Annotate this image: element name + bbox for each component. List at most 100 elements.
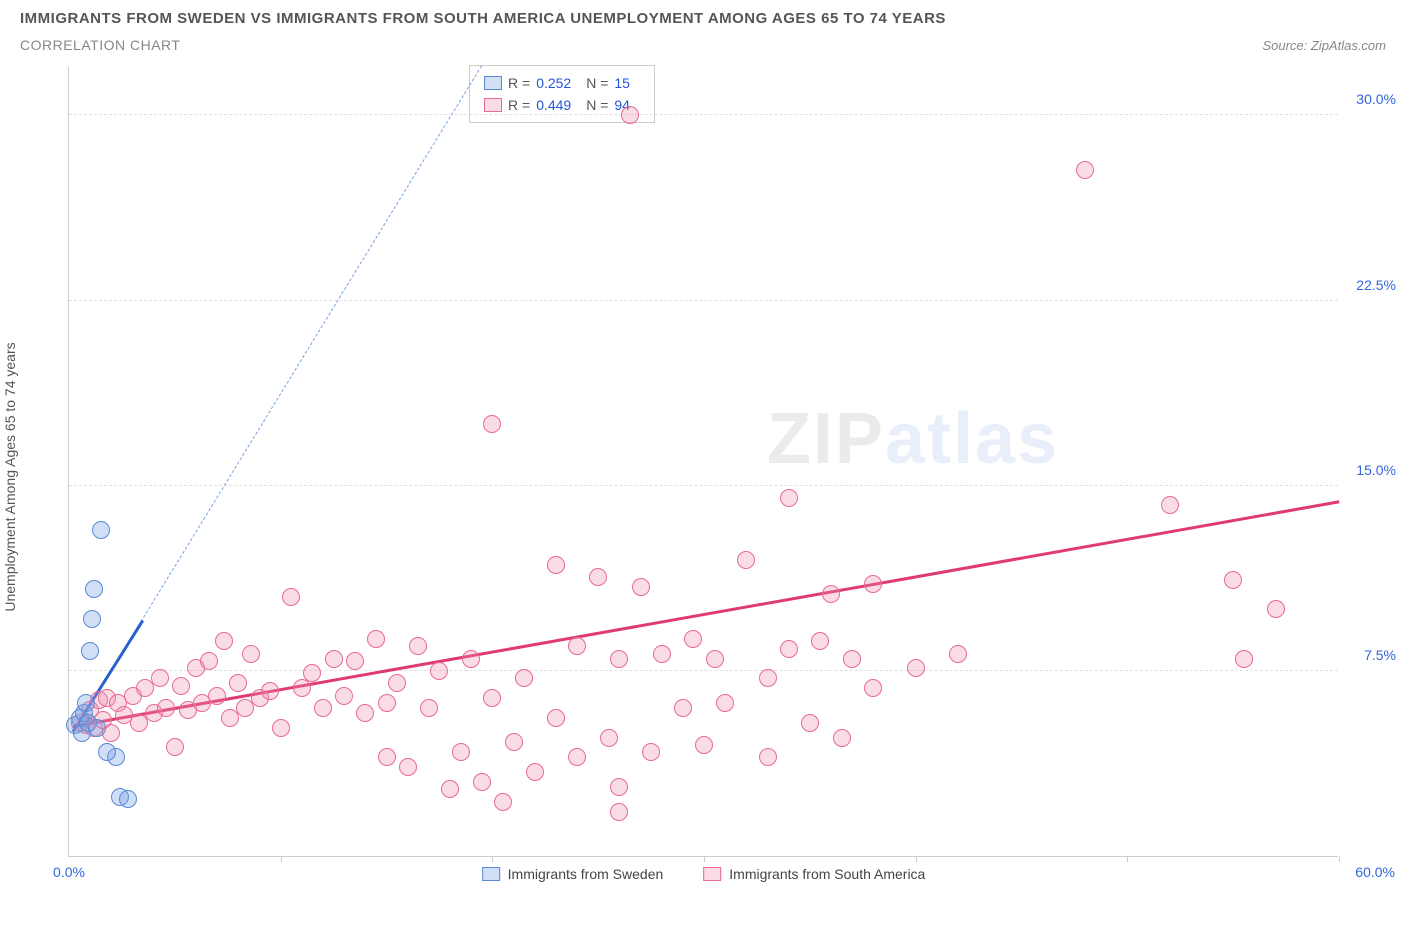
marker-south-america	[737, 551, 755, 569]
y-tick-label: 30.0%	[1356, 91, 1396, 107]
marker-south-america	[282, 588, 300, 606]
legend-label: Immigrants from Sweden	[508, 866, 664, 882]
marker-south-america	[1224, 571, 1242, 589]
y-tick-label: 15.0%	[1356, 462, 1396, 478]
marker-south-america	[864, 575, 882, 593]
y-axis-label: Unemployment Among Ages 65 to 74 years	[2, 342, 18, 611]
marker-south-america	[157, 699, 175, 717]
marker-south-america	[610, 803, 628, 821]
marker-sweden	[98, 743, 116, 761]
marker-south-america	[172, 677, 190, 695]
x-tick	[1127, 856, 1128, 862]
marker-south-america	[335, 687, 353, 705]
marker-south-america	[1267, 600, 1285, 618]
x-tick	[281, 856, 282, 862]
marker-south-america	[907, 659, 925, 677]
marker-sweden	[119, 790, 137, 808]
marker-south-america	[388, 674, 406, 692]
marker-south-america	[515, 669, 533, 687]
marker-south-america	[261, 682, 279, 700]
marker-south-america	[242, 645, 260, 663]
legend-item: Immigrants from South America	[703, 866, 925, 882]
marker-south-america	[610, 778, 628, 796]
marker-south-america	[632, 578, 650, 596]
marker-south-america	[325, 650, 343, 668]
marker-south-america	[653, 645, 671, 663]
marker-south-america	[452, 743, 470, 761]
marker-south-america	[526, 763, 544, 781]
marker-south-america	[441, 780, 459, 798]
marker-south-america	[378, 694, 396, 712]
gridline	[69, 485, 1338, 486]
legend-label: Immigrants from South America	[729, 866, 925, 882]
marker-south-america	[674, 699, 692, 717]
n-label: N =	[586, 94, 608, 116]
stats-legend-row: R =0.252N =15	[484, 72, 640, 94]
marker-south-america	[600, 729, 618, 747]
gridline	[69, 670, 1338, 671]
marker-south-america	[621, 106, 639, 124]
series-legend: Immigrants from Sweden Immigrants from So…	[482, 866, 926, 882]
marker-south-america	[356, 704, 374, 722]
legend-swatch	[484, 76, 502, 90]
chart-subtitle: CORRELATION CHART	[20, 37, 180, 53]
y-tick-label: 22.5%	[1356, 277, 1396, 293]
x-tick-label: 0.0%	[53, 864, 85, 880]
x-tick	[1339, 856, 1340, 862]
n-value: 15	[614, 72, 640, 94]
marker-south-america	[1076, 161, 1094, 179]
marker-south-america	[843, 650, 861, 668]
marker-south-america	[346, 652, 364, 670]
marker-south-america	[483, 689, 501, 707]
gridline	[69, 114, 1338, 115]
marker-south-america	[272, 719, 290, 737]
marker-sweden	[81, 642, 99, 660]
marker-south-america	[706, 650, 724, 668]
r-value: 0.252	[536, 72, 580, 94]
marker-south-america	[780, 640, 798, 658]
marker-sweden	[83, 610, 101, 628]
marker-south-america	[822, 585, 840, 603]
marker-south-america	[303, 664, 321, 682]
x-tick	[916, 856, 917, 862]
marker-south-america	[215, 632, 233, 650]
marker-south-america	[409, 637, 427, 655]
gridline	[69, 300, 1338, 301]
marker-south-america	[568, 637, 586, 655]
marker-south-america	[780, 489, 798, 507]
marker-south-america	[759, 748, 777, 766]
x-tick-label: 60.0%	[1355, 864, 1395, 880]
marker-south-america	[166, 738, 184, 756]
y-tick-label: 7.5%	[1364, 647, 1396, 663]
marker-sweden	[92, 521, 110, 539]
watermark: ZIPatlas	[767, 398, 1059, 480]
marker-south-america	[811, 632, 829, 650]
r-value: 0.449	[536, 94, 580, 116]
marker-sweden	[85, 580, 103, 598]
marker-south-america	[293, 679, 311, 697]
marker-south-america	[151, 669, 169, 687]
marker-south-america	[378, 748, 396, 766]
marker-south-america	[420, 699, 438, 717]
marker-south-america	[208, 687, 226, 705]
marker-south-america	[314, 699, 332, 717]
marker-south-america	[949, 645, 967, 663]
r-label: R =	[508, 72, 530, 94]
marker-south-america	[684, 630, 702, 648]
marker-south-america	[547, 556, 565, 574]
marker-south-america	[610, 650, 628, 668]
marker-south-america	[473, 773, 491, 791]
legend-swatch	[484, 98, 502, 112]
marker-south-america	[695, 736, 713, 754]
marker-south-america	[462, 650, 480, 668]
marker-south-america	[759, 669, 777, 687]
marker-south-america	[229, 674, 247, 692]
marker-south-america	[589, 568, 607, 586]
marker-sweden	[88, 719, 106, 737]
marker-south-america	[801, 714, 819, 732]
marker-south-america	[1235, 650, 1253, 668]
marker-sweden	[77, 694, 95, 712]
x-tick	[492, 856, 493, 862]
legend-swatch	[703, 867, 721, 881]
marker-south-america	[483, 415, 501, 433]
